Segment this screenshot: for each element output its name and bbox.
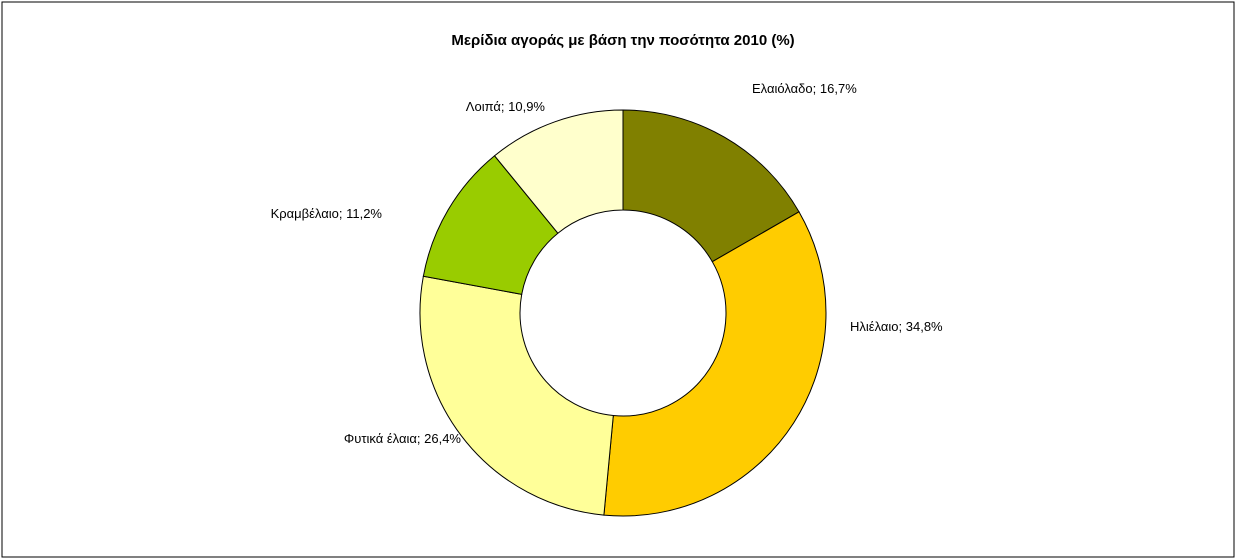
label-category: Ηλιέλαιο	[850, 319, 899, 334]
data-label: Κραμβέλαιο; 11,2%	[271, 206, 383, 221]
label-category: Κραμβέλαιο	[271, 206, 339, 221]
chart-title: Μερίδια αγοράς με βάση την ποσότητα 2010…	[451, 32, 794, 49]
data-label: Ελαιόλαδο; 16,7%	[752, 81, 857, 96]
label-value: 10,9%	[508, 99, 545, 114]
label-category: Λοιπά	[466, 99, 502, 114]
data-label: Φυτικά έλαια; 26,4%	[344, 431, 462, 446]
label-value: 34,8%	[906, 319, 943, 334]
data-label: Λοιπά; 10,9%	[466, 99, 546, 114]
donut-segment	[419, 275, 614, 516]
label-value: 16,7%	[820, 81, 857, 96]
donut-segment	[622, 109, 800, 263]
label-category: Ελαιόλαδο	[752, 81, 813, 96]
label-value: 26,4%	[424, 431, 461, 446]
label-separator: ;	[501, 99, 508, 114]
label-separator: ;	[899, 319, 906, 334]
label-value: 11,2%	[346, 206, 382, 221]
label-separator: ;	[417, 431, 424, 446]
donut-segment	[603, 211, 827, 517]
label-separator: ;	[813, 81, 820, 96]
label-category: Φυτικά έλαια	[344, 431, 417, 446]
data-label: Ηλιέλαιο; 34,8%	[850, 319, 943, 334]
label-separator: ;	[339, 206, 346, 221]
donut-segment	[493, 109, 624, 234]
